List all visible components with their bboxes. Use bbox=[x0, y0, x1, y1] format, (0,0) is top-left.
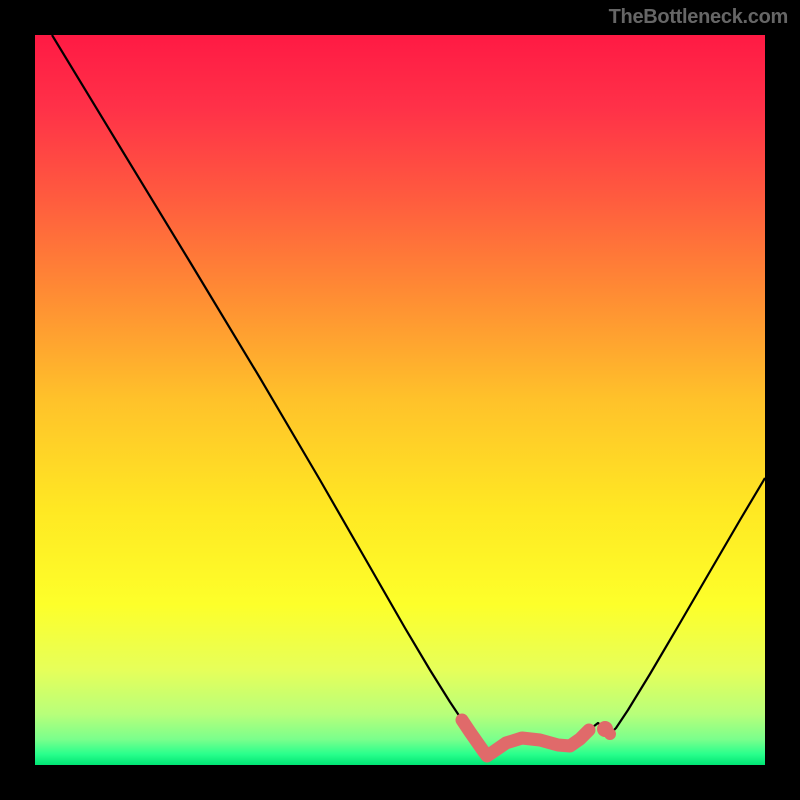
attribution-text: TheBottleneck.com bbox=[609, 6, 788, 29]
gradient-background bbox=[35, 35, 765, 765]
chart-plot-area bbox=[35, 35, 765, 765]
highlight-dot-2 bbox=[604, 728, 616, 740]
chart-svg bbox=[0, 0, 800, 800]
